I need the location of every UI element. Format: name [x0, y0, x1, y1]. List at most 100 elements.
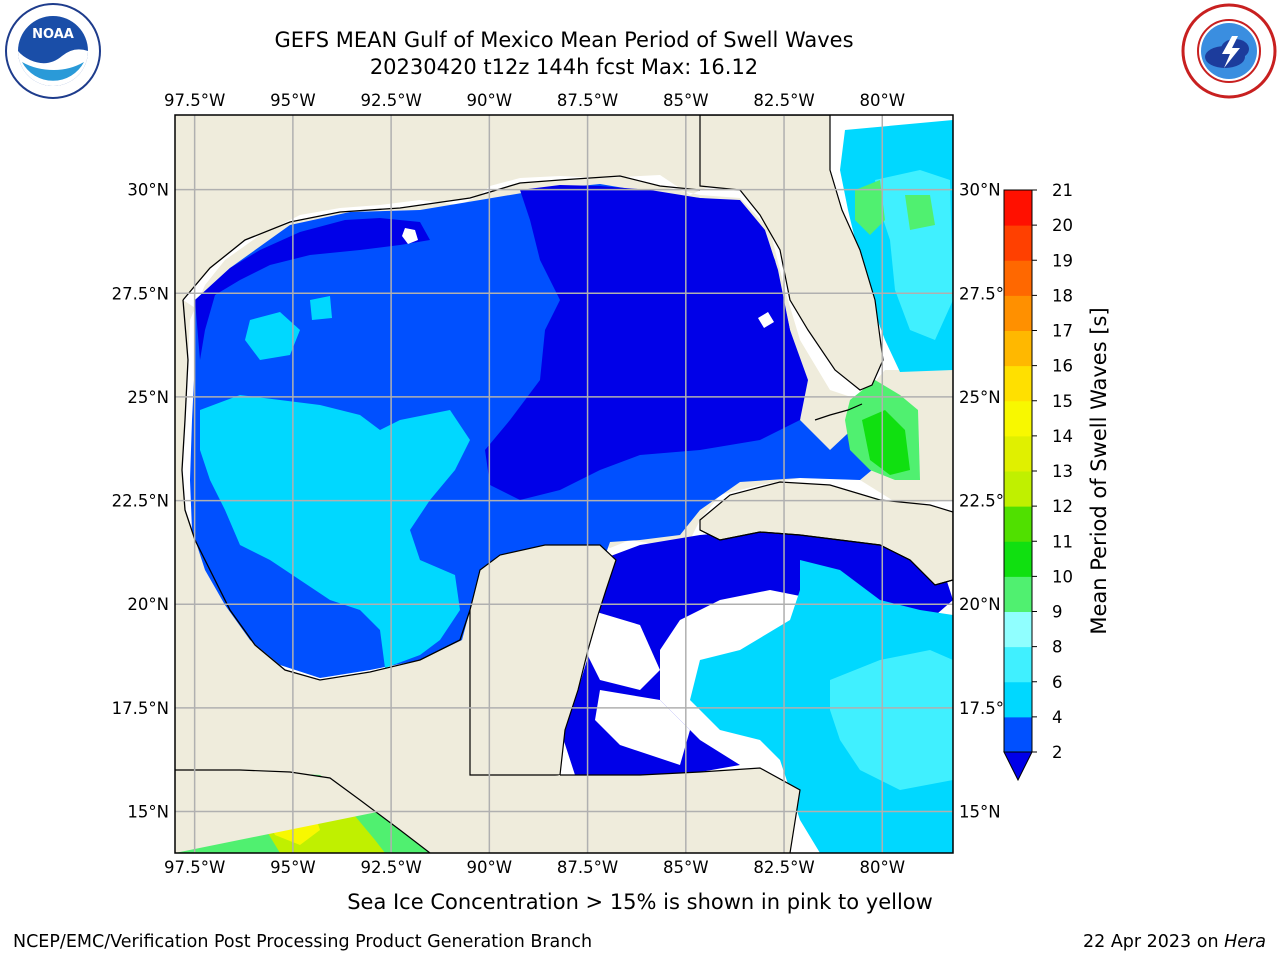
- colorbar-band-2: [1004, 646, 1032, 683]
- field-4-6s-3: [310, 296, 332, 320]
- x-tick-bottom-7: 80°W: [859, 858, 905, 877]
- colorbar-label-9: 14: [1052, 427, 1073, 446]
- colorbar-label-2: 6: [1052, 673, 1063, 692]
- x-tick-bottom-1: 95°W: [270, 858, 316, 877]
- colorbar-band-1: [1004, 681, 1032, 718]
- footer-date: 22 Apr 2023 on Hera: [1083, 932, 1266, 952]
- page-title-line1: GEFS MEAN Gulf of Mexico Mean Period of …: [274, 28, 854, 52]
- x-tick-bottom-0: 97.5°W: [164, 858, 225, 877]
- footer-credit: NCEP/EMC/Verification Post Processing Pr…: [13, 932, 593, 952]
- colorbar-band-7: [1004, 471, 1032, 507]
- yucatan-land: [469, 544, 617, 776]
- colorbar-band-3: [1004, 611, 1032, 648]
- x-tick-bottom-3: 90°W: [467, 858, 513, 877]
- x-tick-top-3: 90°W: [467, 91, 513, 110]
- colorbar-band-8: [1004, 435, 1032, 472]
- field-under-2s-1: [485, 185, 808, 500]
- x-tick-bottom-4: 87.5°W: [557, 858, 618, 877]
- x-tick-top-7: 80°W: [859, 91, 905, 110]
- no-data-hole-2: [758, 312, 774, 328]
- colorbar-label-16: 21: [1052, 181, 1073, 200]
- y-tick-right-0: 15°N: [959, 803, 1001, 822]
- y-tick-left-4: 25°N: [127, 388, 169, 407]
- noaa-logo: NOAA: [5, 3, 101, 99]
- map-plot-area: [175, 115, 953, 853]
- x-tick-bottom-6: 82.5°W: [753, 858, 814, 877]
- footer-host: Hera: [1224, 932, 1266, 952]
- x-tick-bottom-2: 92.5°W: [360, 858, 421, 877]
- map-frame: [174, 114, 954, 854]
- no-data-hole-1: [402, 228, 418, 244]
- colorbar-band-12: [1004, 295, 1032, 331]
- colorbar-label-13: 18: [1052, 286, 1073, 305]
- colorbar-band-13: [1004, 260, 1032, 296]
- y-tick-left-6: 30°N: [127, 181, 169, 200]
- colorbar-label-10: 15: [1052, 392, 1073, 411]
- y-tick-left-3: 22.5°N: [112, 492, 169, 511]
- sea-ice-note: Sea Ice Concentration > 15% is shown in …: [347, 890, 933, 914]
- colorbar-band-11: [1004, 330, 1032, 367]
- field-4-6s-1: [200, 395, 470, 668]
- no-data-hole-3: [585, 610, 660, 690]
- colorbar-label-1: 4: [1052, 708, 1063, 727]
- colorbar-label-6: 11: [1052, 532, 1073, 551]
- florida-keys: [814, 403, 863, 421]
- y-tick-left-0: 15°N: [127, 803, 169, 822]
- colorbar-extend-below: [1003, 751, 1033, 782]
- field-8-10s-2: [855, 180, 885, 235]
- y-tick-right-1: 17.5°N: [959, 699, 1016, 718]
- svg-text:NOAA: NOAA: [32, 27, 74, 42]
- colorbar-band-14: [1004, 225, 1032, 261]
- florida-land: [699, 115, 884, 391]
- colorbar-label-7: 12: [1052, 497, 1073, 516]
- y-tick-right-2: 20°N: [959, 595, 1001, 614]
- colorbar-label-5: 10: [1052, 567, 1073, 586]
- x-tick-top-6: 82.5°W: [753, 91, 814, 110]
- y-tick-right-5: 27.5°N: [959, 284, 1016, 303]
- colorbar-label-3: 8: [1052, 638, 1063, 657]
- colorbar-label-0: 2: [1052, 743, 1063, 762]
- field-6-8s-2: [830, 650, 953, 790]
- field-10-11s: [862, 410, 910, 475]
- colorbar-label-15: 20: [1052, 216, 1073, 235]
- field-4-6s-2: [245, 312, 300, 360]
- colorbar-label-8: 13: [1052, 462, 1073, 481]
- pacific-coastline: [175, 769, 431, 853]
- gulf-coastline-north: [182, 175, 701, 301]
- colorbar-label-4: 9: [1052, 603, 1063, 622]
- colorbar-title: Mean Period of Swell Waves [s]: [1087, 307, 1111, 634]
- colorbar-band-10: [1004, 365, 1032, 402]
- field-8-10s-3: [905, 195, 935, 230]
- y-tick-left-5: 27.5°N: [112, 284, 169, 303]
- y-tick-right-3: 22.5°N: [959, 492, 1016, 511]
- colorbar-band-5: [1004, 541, 1032, 577]
- y-tick-right-6: 30°N: [959, 181, 1001, 200]
- field-6-8s-1: [875, 170, 953, 340]
- no-data-hole-4: [595, 690, 690, 765]
- gulf-coastline-west: [181, 299, 471, 681]
- x-tick-bottom-5: 85°W: [663, 858, 709, 877]
- nws-logo: [1181, 3, 1277, 99]
- x-tick-top-1: 95°W: [270, 91, 316, 110]
- cuba-south-coast: [699, 529, 953, 586]
- x-tick-top-5: 85°W: [663, 91, 709, 110]
- x-tick-top-4: 87.5°W: [557, 91, 618, 110]
- colorbar-band-4: [1004, 576, 1032, 612]
- colorbar-label-14: 19: [1052, 251, 1073, 270]
- colorbar-label-12: 17: [1052, 322, 1073, 341]
- colorbar-band-0: [1004, 716, 1032, 753]
- y-tick-right-4: 25°N: [959, 388, 1001, 407]
- central-america-land: [175, 768, 800, 853]
- colorbar-band-15: [1004, 190, 1032, 226]
- y-tick-left-1: 17.5°N: [112, 699, 169, 718]
- colorbar-band-9: [1004, 400, 1032, 437]
- colorbar-band-6: [1004, 506, 1032, 542]
- colorbar-label-11: 16: [1052, 357, 1073, 376]
- x-tick-top-2: 92.5°W: [360, 91, 421, 110]
- y-tick-left-2: 20°N: [127, 595, 169, 614]
- footer-date-text: 22 Apr 2023 on: [1082, 932, 1219, 952]
- caribbean-coastline-south: [560, 767, 801, 853]
- page-title-line2: 20230420 t12z 144h fcst Max: 16.12: [369, 55, 759, 79]
- x-tick-top-0: 97.5°W: [164, 91, 225, 110]
